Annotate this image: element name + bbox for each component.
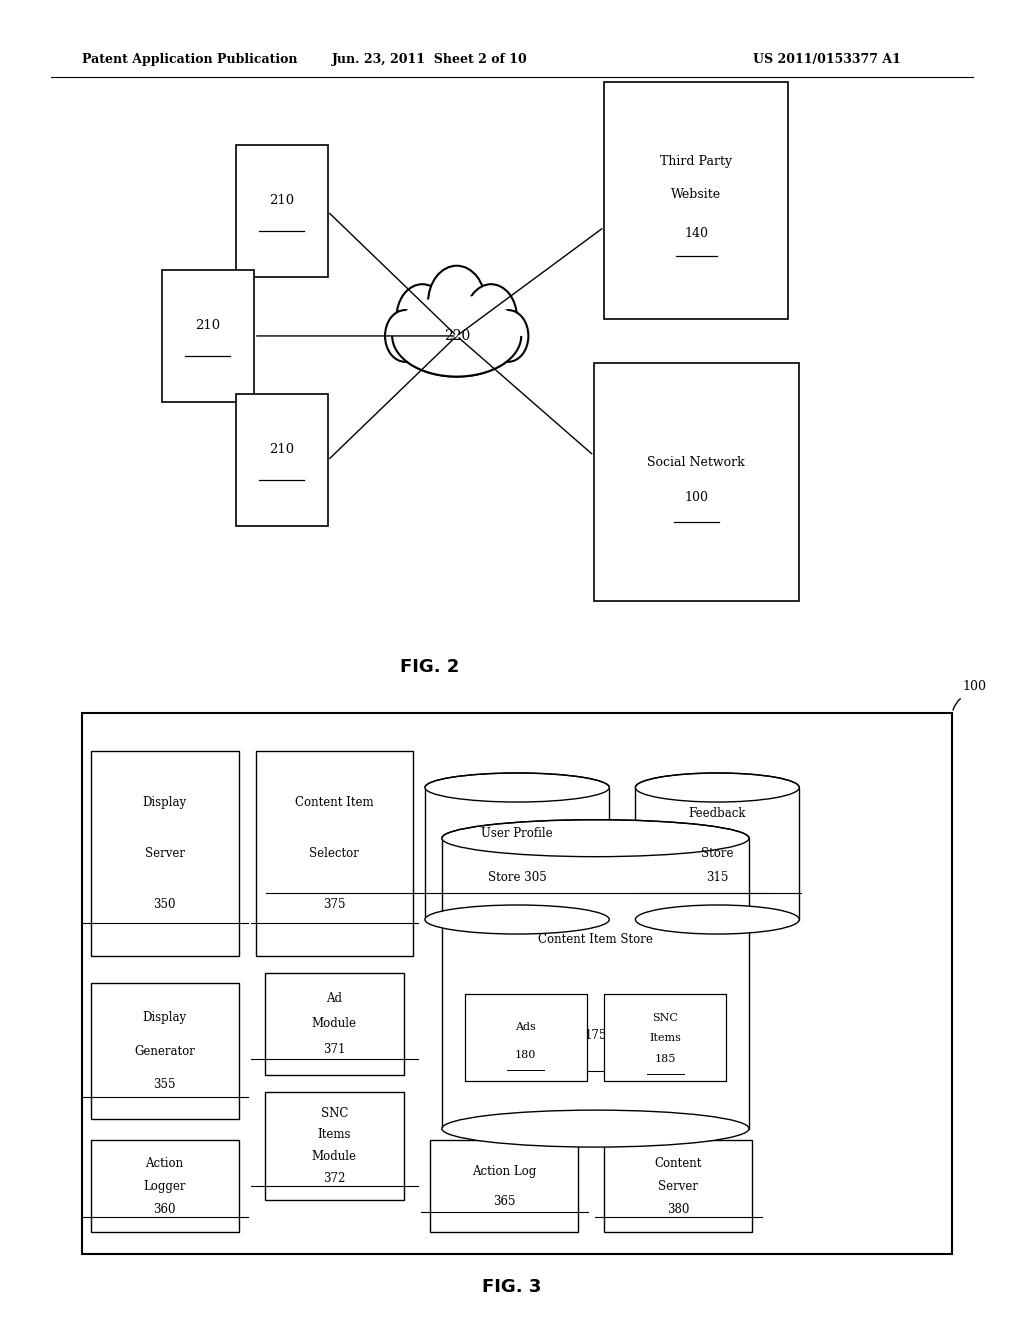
Text: 100: 100 [963,680,986,693]
Ellipse shape [441,1110,749,1147]
Text: Social Network: Social Network [647,455,745,469]
Text: Items: Items [317,1129,351,1142]
FancyBboxPatch shape [425,788,609,920]
Ellipse shape [425,906,609,935]
Circle shape [465,284,517,351]
Text: Items: Items [649,1032,681,1043]
Text: SNC: SNC [321,1106,348,1119]
Text: Content: Content [654,1156,701,1170]
Text: Website: Website [672,187,721,201]
Text: 365: 365 [493,1195,515,1208]
FancyBboxPatch shape [90,1140,239,1233]
Text: 100: 100 [684,491,709,504]
FancyBboxPatch shape [236,395,328,527]
Text: User Profile: User Profile [481,828,553,841]
Text: Content Item: Content Item [295,796,374,809]
Text: Generator: Generator [134,1044,195,1057]
Text: 210: 210 [269,444,294,457]
Text: Feedback: Feedback [688,808,746,821]
Text: 210: 210 [269,194,294,207]
Text: Display: Display [142,1011,186,1024]
Text: Ad: Ad [327,991,342,1005]
Text: Server: Server [658,1180,698,1193]
Text: FIG. 3: FIG. 3 [482,1278,542,1296]
Text: US 2011/0153377 A1: US 2011/0153377 A1 [754,53,901,66]
Text: Display: Display [142,796,186,809]
FancyBboxPatch shape [256,751,413,956]
Circle shape [396,284,449,351]
Text: 220: 220 [443,329,470,343]
Text: Patent Application Publication: Patent Application Publication [82,53,297,66]
Text: 140: 140 [684,227,709,240]
FancyBboxPatch shape [465,994,587,1081]
FancyBboxPatch shape [441,838,749,1129]
FancyBboxPatch shape [236,145,328,277]
FancyBboxPatch shape [264,1092,403,1200]
Circle shape [428,265,485,339]
FancyBboxPatch shape [604,1140,752,1233]
Text: Store: Store [701,847,733,861]
Text: 371: 371 [324,1043,345,1056]
Text: SNC: SNC [652,1014,678,1023]
Text: 210: 210 [196,319,220,331]
Ellipse shape [425,774,609,803]
FancyBboxPatch shape [604,82,788,319]
Text: 360: 360 [154,1203,176,1216]
Circle shape [385,310,425,362]
FancyBboxPatch shape [635,788,799,920]
FancyBboxPatch shape [604,994,726,1081]
Text: Content Item Store: Content Item Store [538,933,653,946]
Text: 315: 315 [707,871,728,884]
Text: 355: 355 [154,1078,176,1092]
FancyBboxPatch shape [90,751,239,956]
FancyBboxPatch shape [430,1140,578,1233]
Text: Jun. 23, 2011  Sheet 2 of 10: Jun. 23, 2011 Sheet 2 of 10 [332,53,528,66]
Circle shape [488,310,528,362]
Ellipse shape [635,774,799,803]
Ellipse shape [441,820,749,857]
Text: 375: 375 [324,899,345,911]
FancyBboxPatch shape [90,983,239,1119]
Text: 185: 185 [654,1055,676,1064]
Text: 372: 372 [324,1172,345,1185]
Text: Module: Module [312,1150,356,1163]
Text: 380: 380 [667,1203,689,1216]
Text: Action: Action [145,1156,183,1170]
Text: Selector: Selector [309,847,359,861]
FancyBboxPatch shape [162,271,254,401]
Text: 180: 180 [515,1049,537,1060]
Ellipse shape [392,296,521,376]
Text: 175: 175 [585,1030,606,1043]
Text: Logger: Logger [143,1180,186,1193]
FancyBboxPatch shape [594,363,799,601]
Text: 350: 350 [154,899,176,911]
Text: Third Party: Third Party [660,154,732,168]
Text: Ads: Ads [515,1022,537,1032]
FancyBboxPatch shape [264,973,403,1076]
Ellipse shape [392,296,521,376]
Text: Action Log: Action Log [472,1164,537,1177]
Text: FIG. 2: FIG. 2 [400,657,460,676]
Text: Server: Server [144,847,184,861]
Text: Store 305: Store 305 [487,871,547,884]
FancyBboxPatch shape [82,713,952,1254]
Text: Module: Module [312,1018,356,1031]
Ellipse shape [635,906,799,935]
